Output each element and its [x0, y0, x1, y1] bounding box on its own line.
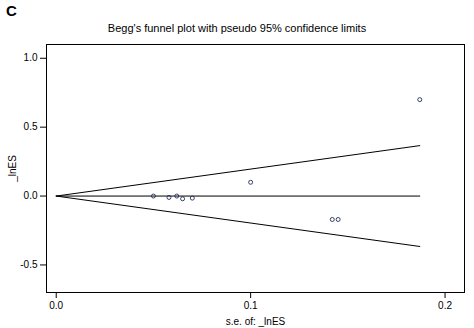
html-text:C: C	[6, 2, 17, 19]
svg-text:0.2: 0.2	[438, 300, 452, 311]
svg-text:0.5: 0.5	[24, 121, 38, 132]
html-text:Begg's funnel plot with pseudo: Begg's funnel plot with pseudo 95% confi…	[107, 22, 367, 34]
svg-text:_lnES: _lnES	[7, 155, 18, 183]
svg-text:0.1: 0.1	[244, 300, 258, 311]
svg-text:1.0: 1.0	[24, 52, 38, 63]
svg-text:s.e. of: _lnES: s.e. of: _lnES	[226, 316, 286, 327]
svg-text:0.0: 0.0	[24, 190, 38, 201]
svg-text:0.0: 0.0	[49, 300, 63, 311]
svg-text:-0.5: -0.5	[20, 259, 38, 270]
